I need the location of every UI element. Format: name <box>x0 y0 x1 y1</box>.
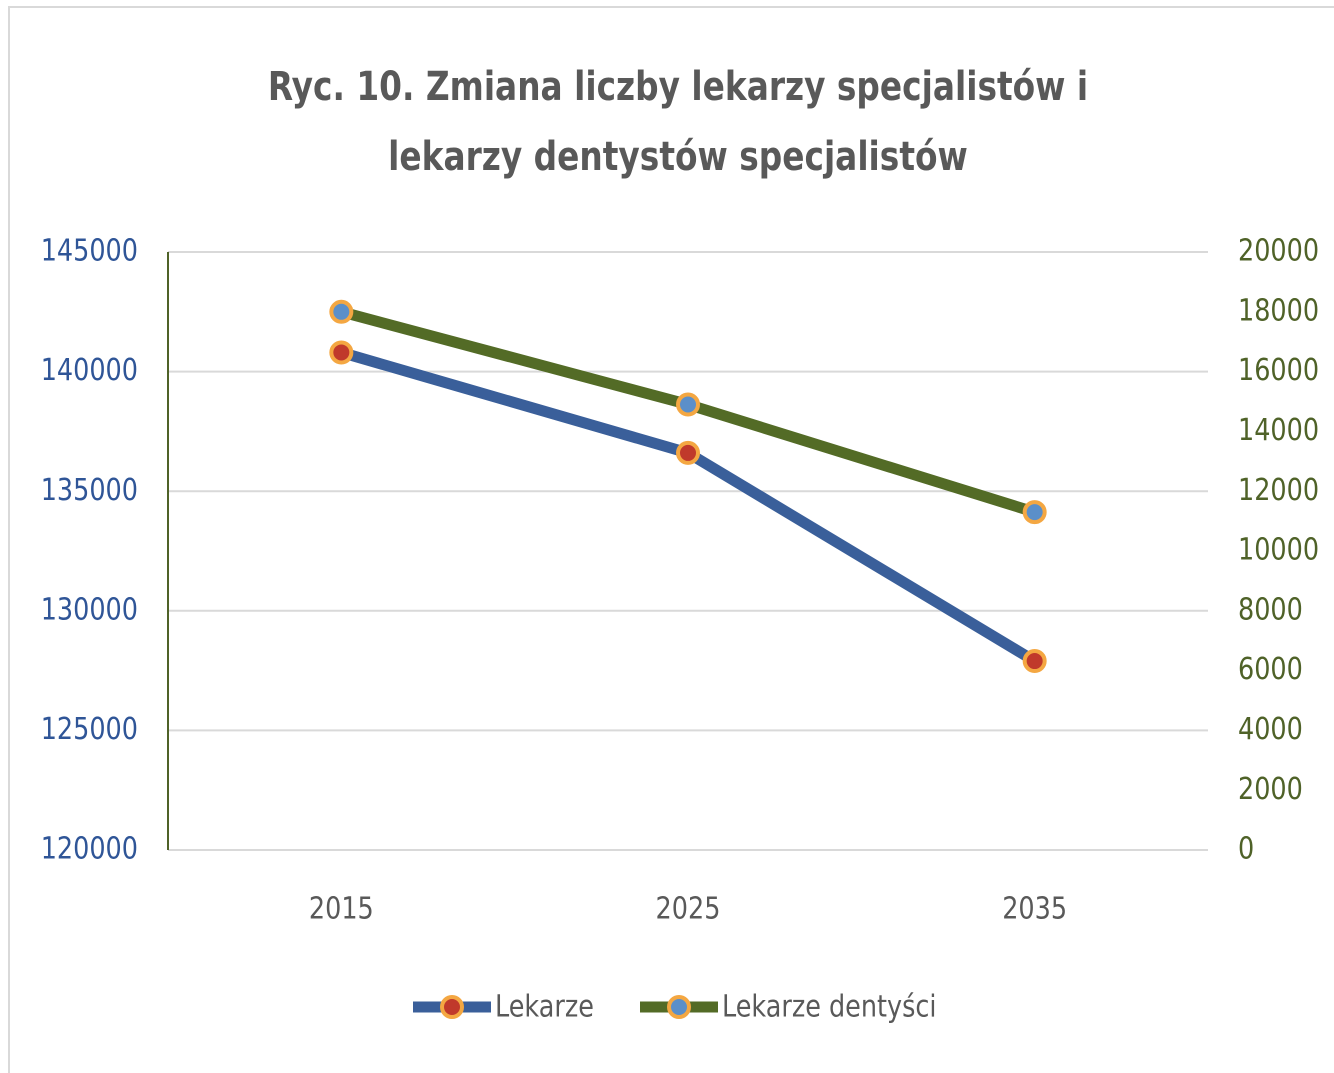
x-tick-label: 2015 <box>309 891 374 927</box>
y2-tick-label: 6000 <box>1238 651 1303 687</box>
y2-tick-label: 0 <box>1238 831 1254 867</box>
y-tick-label: 125000 <box>41 711 138 747</box>
y-tick-label: 120000 <box>41 831 138 867</box>
data-point <box>1022 649 1047 674</box>
legend-label: Lekarze <box>495 989 594 1025</box>
y2-tick-label: 20000 <box>1238 233 1319 269</box>
y2-tick-label: 2000 <box>1238 771 1303 807</box>
legend-label: Lekarze dentyści <box>722 989 936 1025</box>
y2-tick-label: 18000 <box>1238 292 1319 328</box>
y-tick-label: 130000 <box>41 591 138 627</box>
legend-marker <box>440 995 464 1019</box>
y2-tick-label: 4000 <box>1238 711 1303 747</box>
data-point <box>676 440 700 465</box>
chart-frame <box>8 6 1334 1073</box>
y2-tick-label: 16000 <box>1238 352 1319 388</box>
y-tick-label: 140000 <box>41 352 138 388</box>
x-tick-label: 2025 <box>656 891 721 927</box>
data-point <box>676 392 700 417</box>
legend-marker <box>667 995 691 1019</box>
y2-tick-label: 8000 <box>1238 591 1303 627</box>
y2-tick-label: 12000 <box>1238 472 1319 508</box>
y-tick-label: 135000 <box>41 472 138 508</box>
y-tick-label: 145000 <box>41 233 138 269</box>
data-point <box>329 299 354 324</box>
y2-tick-label: 10000 <box>1238 532 1319 568</box>
x-tick-label: 2035 <box>1002 891 1067 927</box>
data-point <box>329 340 354 365</box>
data-point <box>1022 500 1047 525</box>
chart-title: Ryc. 10. Zmiana liczby lekarzy specjalis… <box>267 64 1089 180</box>
y2-tick-label: 14000 <box>1238 412 1319 448</box>
